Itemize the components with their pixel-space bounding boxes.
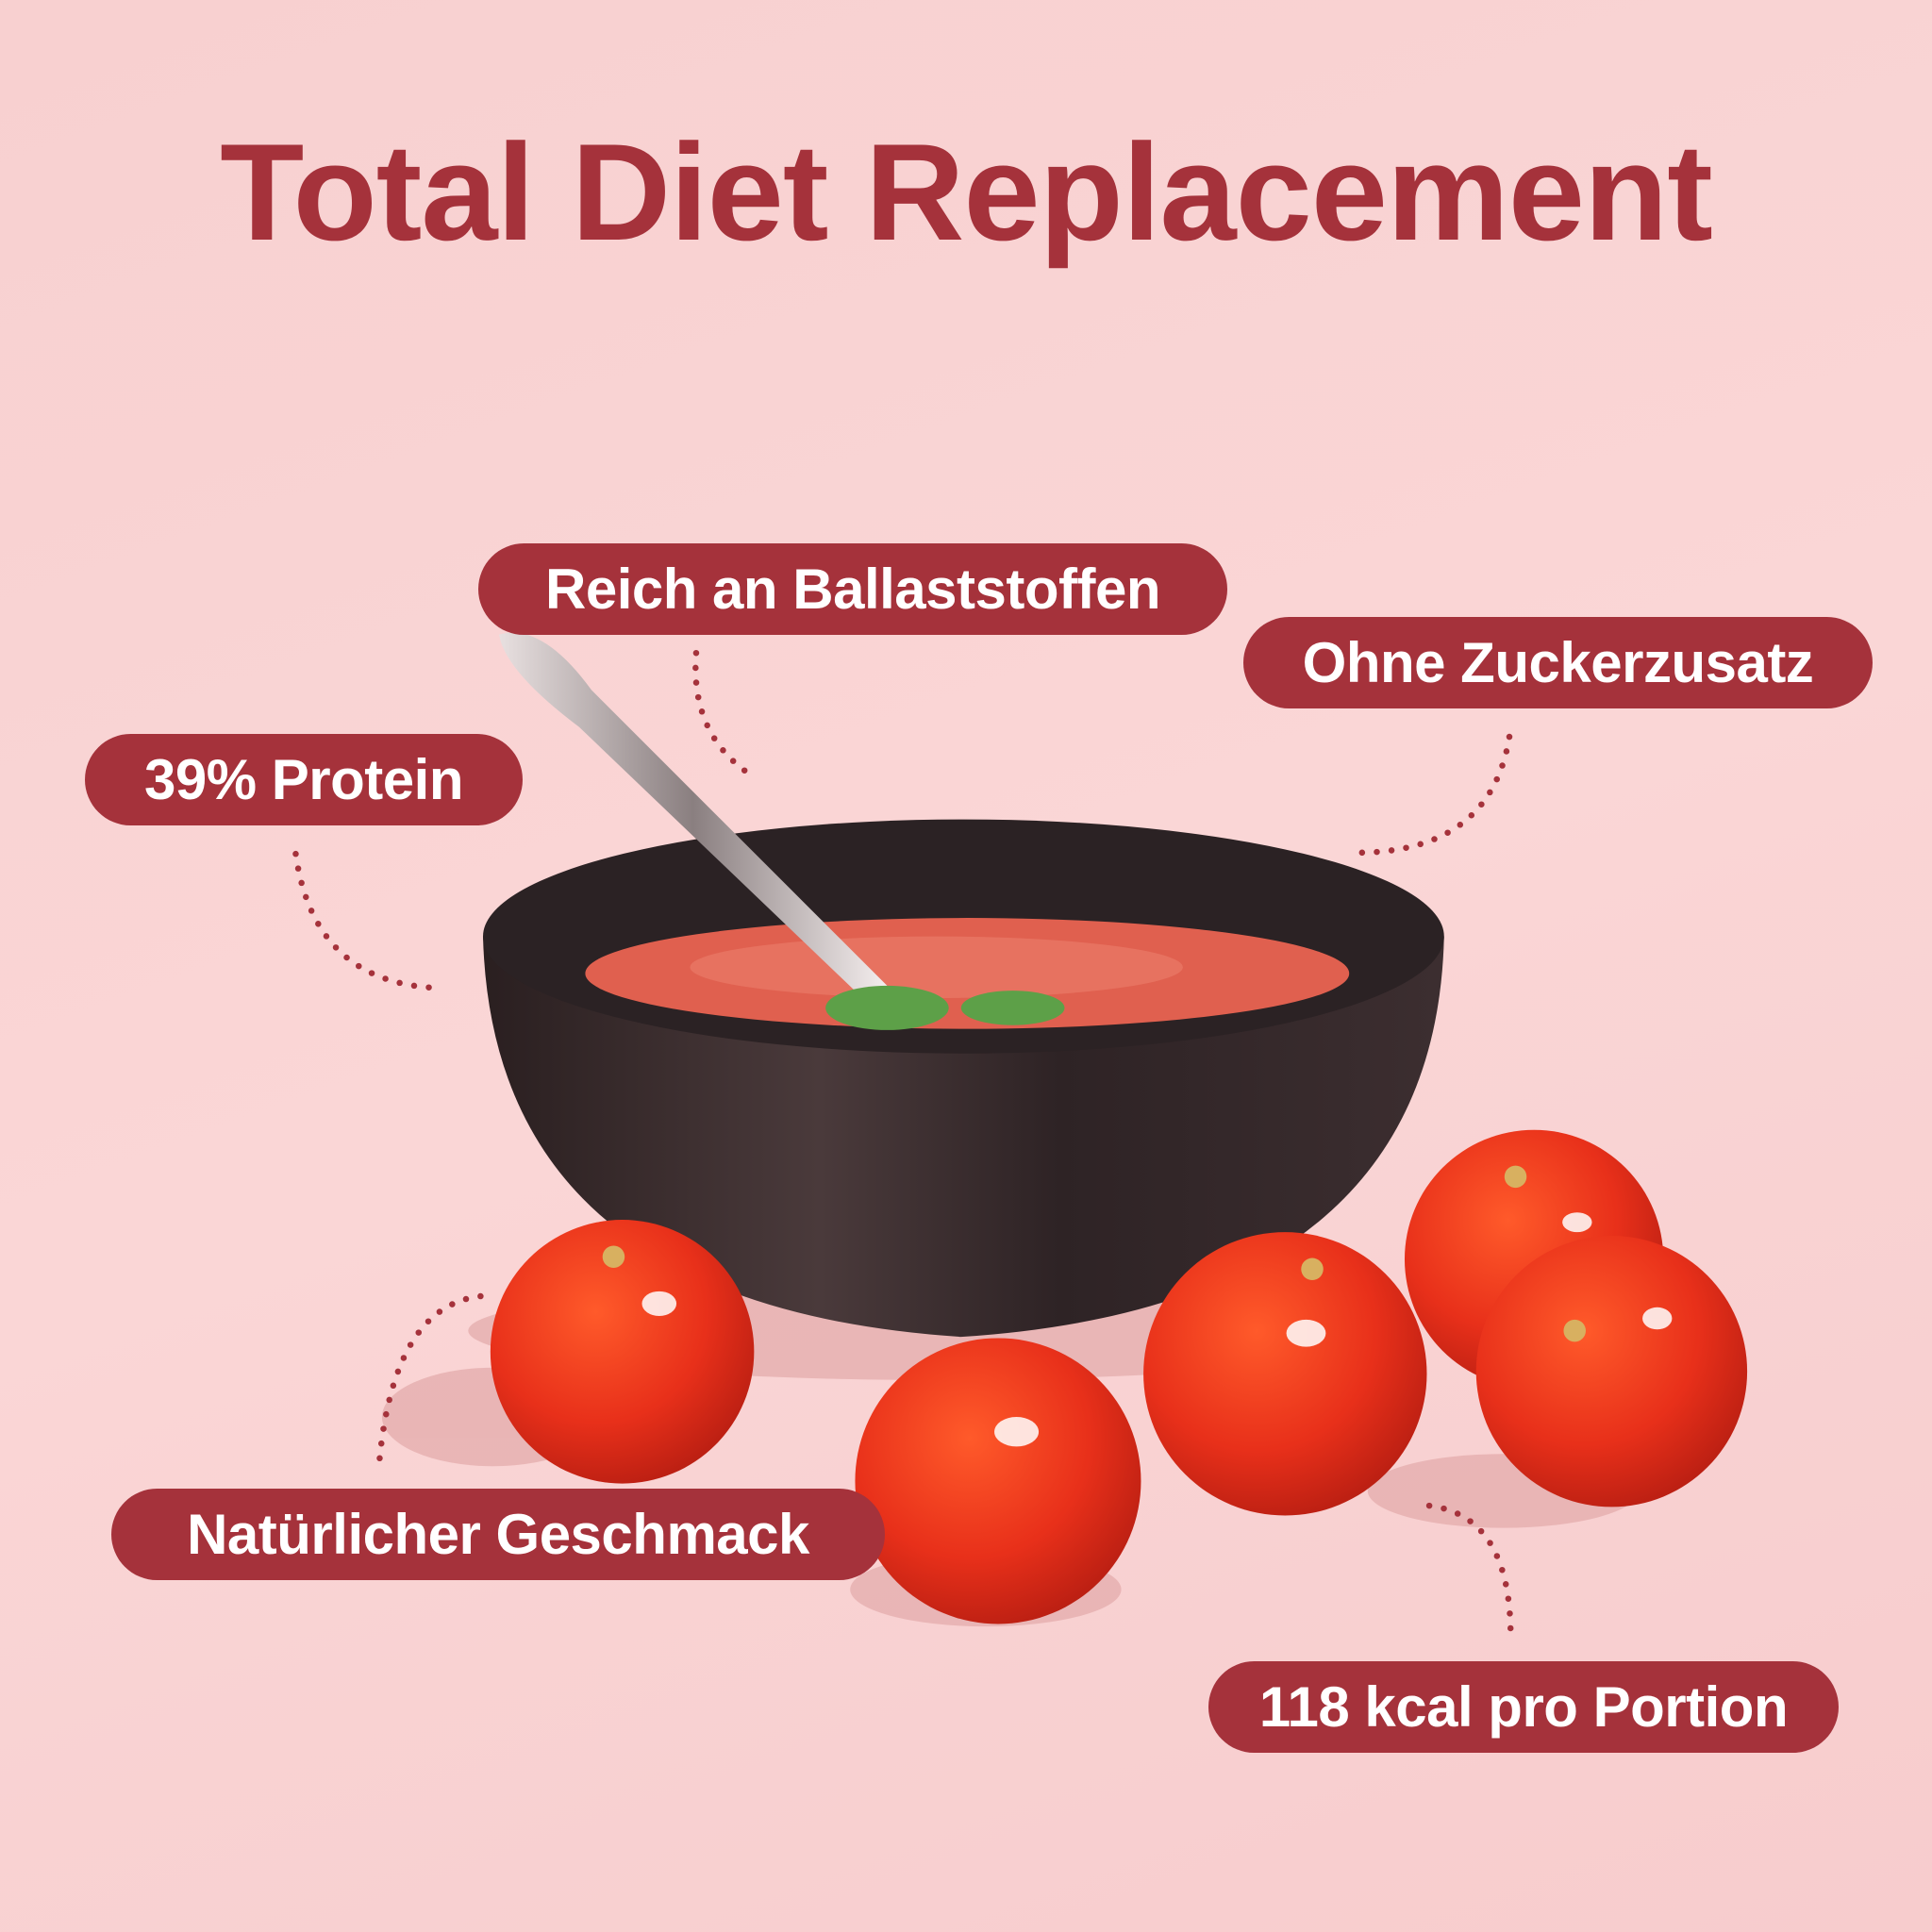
soup-bowl (483, 819, 1444, 1338)
tomato (1475, 1236, 1748, 1507)
dotted-connectors (292, 649, 1514, 1636)
feature-badge-protein: 39% Protein (85, 734, 523, 825)
connector-zucker (1358, 733, 1513, 857)
cherry-tomatoes (490, 1129, 1748, 1624)
spoon (498, 632, 888, 998)
page-title: Total Diet Replacement (220, 115, 1713, 269)
basil-leaves (825, 985, 1065, 1030)
feature-badge-ballaststoffe: Reich an Ballaststoffen (478, 543, 1227, 635)
connector-ballaststoffe (692, 649, 753, 777)
tomato (1143, 1232, 1427, 1516)
connector-kcal (1425, 1502, 1514, 1636)
feature-badge-geschmack: Natürlicher Geschmack (111, 1489, 885, 1580)
feature-badge-zuckerzusatz: Ohne Zuckerzusatz (1243, 617, 1873, 708)
connector-protein (292, 850, 447, 991)
tomato (855, 1338, 1141, 1624)
feature-badge-kcal: 118 kcal pro Portion (1208, 1661, 1839, 1753)
tomato (490, 1220, 755, 1484)
